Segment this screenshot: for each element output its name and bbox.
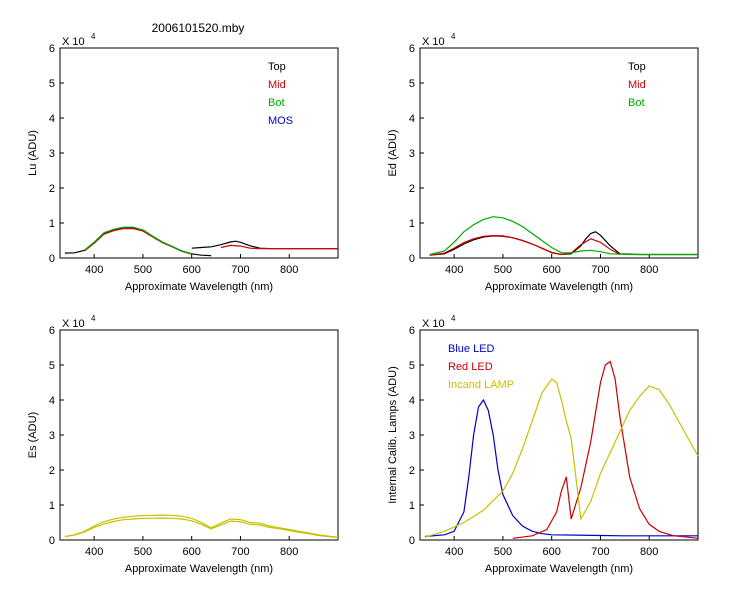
x-tick-label: 800 bbox=[640, 546, 658, 558]
legend-entry: Red LED bbox=[448, 361, 493, 373]
plot-frame bbox=[419, 47, 699, 259]
y-tick-label: 3 bbox=[49, 430, 55, 442]
x-tick-label: 800 bbox=[640, 264, 658, 276]
series-line-mid bbox=[84, 228, 192, 255]
plot-frame bbox=[59, 329, 339, 541]
series-line-es bbox=[64, 514, 339, 538]
y-tick-label: 5 bbox=[409, 78, 415, 90]
x-tick-label: 500 bbox=[134, 264, 152, 276]
y-axis-label: Ed (ADU) bbox=[387, 129, 399, 176]
chart-ed: 400 500 600 700 800 0 1 2 3 4 5 6 X 10 4 Approximate W… bbox=[387, 32, 699, 293]
y-tick-label: 2 bbox=[49, 465, 55, 477]
y-tick-label: 2 bbox=[409, 183, 415, 195]
x-tick-label: 800 bbox=[280, 264, 298, 276]
y-multiplier: X 10 bbox=[422, 318, 445, 330]
chart-lu: 400 500 600 700 800 0 1 2 3 4 5 6 X 10 4 Approximate W… bbox=[27, 32, 339, 293]
y-tick-label: 0 bbox=[409, 253, 415, 265]
x-tick-label: 700 bbox=[231, 264, 249, 276]
legend-entry: MOS bbox=[268, 115, 293, 127]
y-tick-label: 0 bbox=[49, 253, 55, 265]
x-tick-label: 500 bbox=[494, 546, 512, 558]
chart-cal: 400 500 600 700 800 0 1 2 3 4 5 6 X 10 4 Approximate W… bbox=[387, 314, 699, 575]
y-axis-label: Lu (ADU) bbox=[27, 130, 39, 176]
series-line-es2 bbox=[64, 517, 339, 539]
legend-entry: Blue LED bbox=[448, 343, 495, 355]
series-line-top bbox=[64, 227, 212, 257]
legend-entry: Incand LAMP bbox=[448, 379, 514, 391]
y-tick-label: 6 bbox=[49, 325, 55, 337]
y-tick-label: 3 bbox=[409, 148, 415, 160]
y-tick-label: 4 bbox=[409, 113, 415, 125]
y-tick-label: 4 bbox=[49, 113, 55, 125]
y-multiplier-exponent: 4 bbox=[451, 32, 456, 41]
x-tick-label: 700 bbox=[591, 546, 609, 558]
y-tick-label: 3 bbox=[49, 148, 55, 160]
x-tick-label: 700 bbox=[591, 264, 609, 276]
series-line-blue-led bbox=[424, 398, 698, 538]
figure-title: 2006101520.mby bbox=[152, 21, 245, 35]
y-tick-label: 6 bbox=[49, 43, 55, 55]
legend-entry: Bot bbox=[628, 97, 645, 109]
x-tick-label: 700 bbox=[231, 546, 249, 558]
x-tick-label: 800 bbox=[280, 546, 298, 558]
y-axis-label: Es (ADU) bbox=[27, 412, 39, 458]
y-tick-label: 5 bbox=[409, 360, 415, 372]
series-line-top2 bbox=[191, 240, 338, 250]
series-line-bot bbox=[84, 226, 192, 255]
legend-entry: Mid bbox=[268, 79, 286, 91]
x-tick-label: 400 bbox=[85, 546, 103, 558]
y-tick-label: 2 bbox=[49, 183, 55, 195]
x-axis-label: Approximate Wavelength (nm) bbox=[125, 281, 273, 293]
series-line-incand-lamp bbox=[424, 378, 699, 538]
y-tick-label: 2 bbox=[409, 465, 415, 477]
series-line-bot bbox=[429, 216, 698, 256]
y-axis-label: Internal Calib. Lamps (ADU) bbox=[387, 366, 399, 504]
x-tick-label: 500 bbox=[134, 546, 152, 558]
series-line-red-led bbox=[512, 360, 699, 539]
y-multiplier-exponent: 4 bbox=[451, 314, 456, 323]
y-tick-label: 1 bbox=[409, 218, 415, 230]
x-axis-label: Approximate Wavelength (nm) bbox=[485, 563, 633, 575]
y-tick-label: 6 bbox=[409, 43, 415, 55]
y-multiplier: X 10 bbox=[62, 318, 85, 330]
y-tick-label: 1 bbox=[49, 500, 55, 512]
y-tick-label: 3 bbox=[409, 430, 415, 442]
x-tick-label: 600 bbox=[183, 264, 201, 276]
y-tick-label: 0 bbox=[409, 535, 415, 547]
series-line-mid2 bbox=[220, 244, 338, 250]
series-line-mid bbox=[429, 234, 621, 256]
y-multiplier: X 10 bbox=[62, 36, 85, 48]
legend-entry: Top bbox=[628, 61, 646, 73]
x-tick-label: 600 bbox=[543, 546, 561, 558]
x-tick-label: 400 bbox=[85, 264, 103, 276]
x-tick-label: 500 bbox=[494, 264, 512, 276]
x-axis-label: Approximate Wavelength (nm) bbox=[125, 563, 273, 575]
y-tick-label: 4 bbox=[409, 395, 415, 407]
y-multiplier: X 10 bbox=[422, 36, 445, 48]
series-line-top bbox=[429, 231, 698, 256]
x-tick-label: 600 bbox=[543, 264, 561, 276]
x-tick-label: 600 bbox=[183, 546, 201, 558]
legend-entry: Top bbox=[268, 61, 286, 73]
x-tick-label: 400 bbox=[445, 264, 463, 276]
legend-entry: Mid bbox=[628, 79, 646, 91]
y-tick-label: 6 bbox=[409, 325, 415, 337]
legend-entry: Bot bbox=[268, 97, 285, 109]
y-multiplier-exponent: 4 bbox=[91, 32, 96, 41]
plot-frame bbox=[59, 47, 339, 259]
y-tick-label: 0 bbox=[49, 535, 55, 547]
chart-es: 400 500 600 700 800 0 1 2 3 4 5 6 X 10 4 Approximate W… bbox=[27, 314, 339, 575]
y-tick-label: 1 bbox=[49, 218, 55, 230]
y-multiplier-exponent: 4 bbox=[91, 314, 96, 323]
y-tick-label: 4 bbox=[49, 395, 55, 407]
x-tick-label: 400 bbox=[445, 546, 463, 558]
y-tick-label: 1 bbox=[409, 500, 415, 512]
y-tick-label: 5 bbox=[49, 78, 55, 90]
x-axis-label: Approximate Wavelength (nm) bbox=[485, 281, 633, 293]
y-tick-label: 5 bbox=[49, 360, 55, 372]
